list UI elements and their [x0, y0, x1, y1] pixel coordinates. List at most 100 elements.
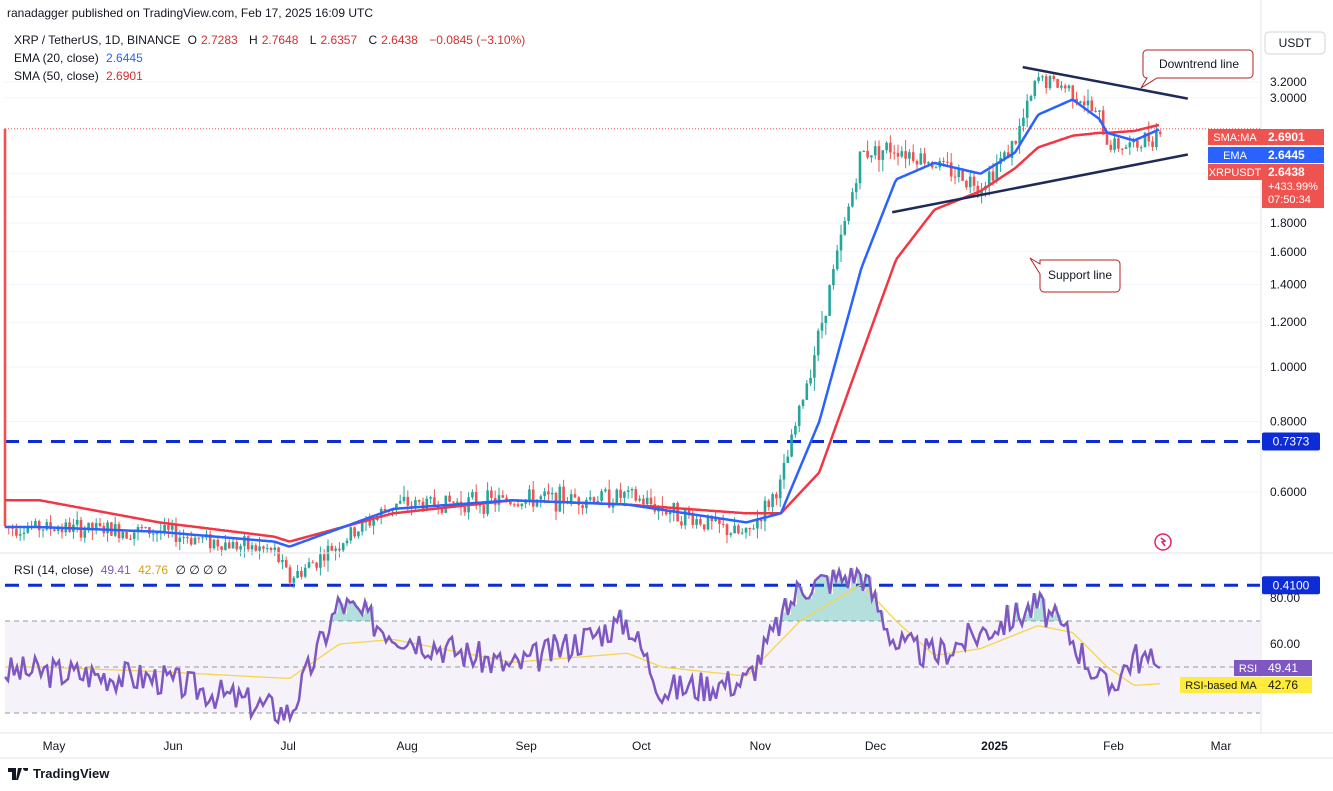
- time-tick-label: Nov: [750, 739, 771, 753]
- candle-body: [132, 532, 136, 539]
- candle-body: [968, 176, 972, 188]
- price-tick-label: 1.6000: [1270, 245, 1307, 259]
- rsi-legend[interactable]: RSI (14, close) 49.41 42.76 ∅ ∅ ∅ ∅: [14, 561, 231, 579]
- candle-body: [452, 501, 455, 503]
- close-value: 2.6438: [381, 33, 418, 47]
- candle-body: [638, 498, 641, 501]
- candle-body: [596, 500, 600, 503]
- candle-body: [805, 383, 809, 400]
- candle-body: [1067, 85, 1071, 89]
- support-line: [891, 153, 1189, 214]
- candle-body: [911, 152, 915, 161]
- candle-body: [778, 479, 782, 499]
- price-label-value: 2.6901: [1268, 130, 1305, 144]
- replay-icon[interactable]: [1154, 533, 1172, 551]
- candle-body: [53, 529, 56, 531]
- time-tick-label: Jun: [163, 739, 182, 753]
- candle-body: [197, 537, 201, 539]
- price-tick-label: 0.6000: [1270, 485, 1307, 499]
- currency-button[interactable]: USDT: [1264, 31, 1326, 55]
- price-tick-label: 0.8000: [1270, 415, 1307, 429]
- price-label-name: EMA: [1223, 150, 1248, 162]
- candle-body: [3, 128, 7, 526]
- candle-body: [854, 183, 858, 193]
- candle-body: [767, 500, 771, 508]
- rsi-label: RSI (14, close): [14, 563, 94, 577]
- candle-body: [516, 504, 520, 507]
- candle-body: [189, 538, 193, 545]
- ohlc-close: C 2.6438: [368, 33, 421, 47]
- candle-body: [976, 185, 980, 195]
- price-pane[interactable]: Downtrend line Support line: [3, 30, 1260, 589]
- price-label-name-tag: [1208, 147, 1262, 163]
- price-label-value-tag: [1262, 129, 1324, 145]
- candle-body: [212, 539, 216, 549]
- rsi-pane[interactable]: [4, 565, 1260, 725]
- ohlc-low: L 2.6357: [310, 33, 361, 47]
- candle-body: [288, 567, 292, 583]
- candle-body: [756, 519, 759, 529]
- candle-body: [49, 522, 52, 530]
- candle-body: [1025, 100, 1029, 118]
- price-label-name-tag: [1208, 164, 1262, 180]
- candle-body: [896, 152, 900, 157]
- ema-20-line: [5, 98, 1160, 548]
- sma-row[interactable]: SMA (50, close) 2.6901: [14, 67, 529, 85]
- candle-body: [873, 146, 877, 156]
- candle-body: [721, 523, 725, 525]
- candle-body: [797, 405, 801, 427]
- candle-body: [980, 189, 983, 195]
- candle-body: [1117, 138, 1120, 149]
- candle-body: [668, 512, 672, 515]
- candle-body: [509, 501, 512, 505]
- candle-body: [41, 529, 45, 531]
- ema-row[interactable]: EMA (20, close) 2.6445: [14, 49, 529, 67]
- candle-body: [649, 497, 653, 505]
- candle-body: [243, 536, 246, 547]
- candle-body: [98, 523, 102, 527]
- candle-body: [885, 142, 888, 151]
- support-label: Support line: [1048, 268, 1112, 282]
- candle-body: [281, 560, 284, 563]
- candle-body: [634, 489, 638, 501]
- symbol-row[interactable]: XRP / TetherUS, 1D, BINANCE O 2.7283 H 2.7…: [14, 31, 529, 49]
- candle-body: [866, 150, 869, 158]
- candle-body: [136, 526, 140, 533]
- candle-body: [1060, 85, 1063, 88]
- candle-body: [927, 162, 930, 164]
- candle-body: [870, 155, 873, 158]
- candle-body: [558, 486, 562, 512]
- tradingview-brand: TradingView: [33, 766, 110, 781]
- candle-body: [307, 562, 311, 568]
- tradingview-logo[interactable]: TradingView: [8, 766, 109, 781]
- high-value: 2.7648: [261, 33, 299, 47]
- candle-body: [562, 486, 565, 504]
- candle-body: [296, 570, 299, 578]
- candle-body: [607, 489, 611, 508]
- candle-body: [414, 500, 417, 506]
- candle-body: [1158, 131, 1162, 135]
- candle-body: [919, 153, 923, 165]
- candle-body: [725, 524, 729, 536]
- rsi-axis[interactable]: 80.00 60.00 RSI 49.41 RSI-based MA 42.76: [1180, 591, 1312, 693]
- candle-body: [623, 491, 626, 498]
- candle-body: [619, 489, 622, 498]
- candle-body: [733, 525, 736, 534]
- rsi-label-value-tag: [1262, 660, 1312, 676]
- candle-body: [319, 554, 322, 568]
- candle-body: [463, 507, 467, 513]
- candle-body: [775, 494, 778, 499]
- candle-body: [843, 221, 847, 235]
- candle-body: [1113, 138, 1116, 150]
- rsi-tick-label: 80.00: [1270, 591, 1300, 605]
- candle-body: [592, 497, 596, 503]
- close-label: C: [368, 33, 378, 47]
- price-tick-label: 1.0000: [1270, 360, 1307, 374]
- candle-body: [794, 426, 797, 435]
- candle-body: [626, 490, 630, 492]
- time-axis[interactable]: May Jun Jul Aug Sep Oct Nov Dec 2025 Feb Mar: [43, 739, 1232, 753]
- candle-body: [1105, 134, 1109, 145]
- price-axis[interactable]: 3.20003.00002.20002.00001.80001.60001.40…: [1270, 75, 1307, 499]
- candle-body: [163, 524, 166, 533]
